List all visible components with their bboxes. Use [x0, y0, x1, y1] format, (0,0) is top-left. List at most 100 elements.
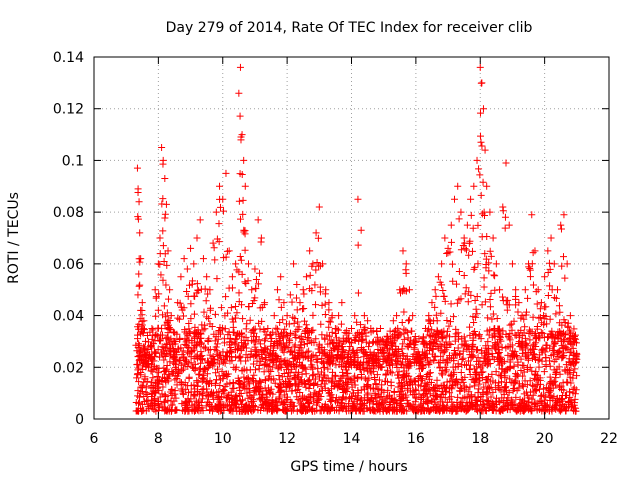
data-point: [316, 283, 324, 291]
data-point: [442, 359, 450, 367]
data-point: [296, 358, 304, 366]
data-point: [296, 299, 304, 307]
data-point: [320, 371, 328, 379]
data-point: [151, 400, 159, 408]
data-point: [509, 398, 517, 406]
data-point: [439, 286, 447, 294]
data-point: [329, 344, 337, 352]
data-point: [431, 386, 439, 394]
data-point: [318, 402, 326, 410]
data-point: [489, 234, 497, 242]
data-point: [353, 318, 361, 326]
data-point: [565, 398, 573, 406]
data-point: [412, 394, 420, 402]
data-point: [515, 338, 523, 346]
data-point: [163, 361, 171, 369]
data-point: [197, 330, 205, 338]
data-point: [228, 357, 236, 365]
data-point: [366, 367, 374, 375]
data-point: [135, 270, 143, 278]
data-point: [343, 374, 351, 382]
data-point: [165, 370, 173, 378]
data-point: [286, 400, 294, 408]
data-point: [506, 334, 514, 342]
data-point: [456, 384, 464, 392]
data-point: [162, 281, 170, 289]
data-point: [159, 227, 167, 235]
data-point: [190, 391, 198, 399]
data-point: [526, 273, 534, 281]
data-point: [279, 380, 287, 388]
data-point: [542, 312, 550, 320]
data-point: [572, 354, 580, 362]
data-point: [170, 352, 178, 360]
data-point: [271, 351, 279, 359]
data-point: [460, 271, 468, 279]
data-point: [485, 259, 493, 267]
data-point: [425, 360, 433, 368]
data-point: [250, 332, 258, 340]
data-point: [479, 105, 487, 113]
data-point: [482, 390, 490, 398]
data-point: [527, 406, 535, 414]
data-point: [384, 349, 392, 357]
data-point: [298, 370, 306, 378]
data-point: [194, 326, 202, 334]
data-point: [474, 221, 482, 229]
data-point: [524, 355, 532, 363]
data-point: [134, 215, 142, 223]
data-point: [302, 370, 310, 378]
data-point: [469, 352, 477, 360]
data-point: [263, 362, 271, 370]
data-point: [446, 333, 454, 341]
data-point: [233, 404, 241, 412]
data-point: [424, 404, 432, 412]
data-point: [448, 406, 456, 414]
data-point: [528, 211, 536, 219]
data-point: [546, 397, 554, 405]
data-point: [219, 387, 227, 395]
data-point: [227, 304, 235, 312]
data-point: [550, 338, 558, 346]
data-point: [496, 406, 504, 414]
data-point: [572, 339, 580, 347]
data-point: [420, 399, 428, 407]
data-point: [374, 405, 382, 413]
data-point: [137, 255, 145, 263]
data-point: [570, 360, 578, 368]
data-point: [236, 378, 244, 386]
data-point: [395, 332, 403, 340]
data-point: [193, 280, 201, 288]
data-point: [167, 325, 175, 333]
data-point: [166, 317, 174, 325]
data-point: [264, 325, 272, 332]
data-point: [427, 332, 435, 340]
data-point: [240, 365, 248, 373]
data-point: [185, 320, 193, 328]
data-point: [417, 365, 425, 373]
data-point: [405, 316, 413, 324]
data-point: [164, 396, 172, 404]
data-point: [317, 393, 325, 401]
data-point: [371, 391, 379, 399]
data-point: [232, 340, 240, 348]
data-point: [446, 377, 454, 385]
data-point: [395, 368, 403, 376]
data-point: [460, 342, 468, 350]
data-point: [387, 335, 395, 343]
data-point: [557, 221, 565, 229]
x-tick-label: 10: [214, 431, 232, 447]
data-point: [497, 337, 505, 345]
data-point: [538, 402, 546, 410]
data-point: [435, 330, 443, 338]
data-point: [555, 363, 563, 371]
y-tick-labels: 0 0.02 0.04 0.06 0.08 0.1 0.12 0.14: [53, 50, 84, 428]
data-point: [552, 294, 560, 302]
data-point: [246, 366, 254, 374]
data-point: [372, 381, 380, 389]
data-point: [220, 387, 228, 395]
data-point: [323, 406, 331, 414]
y-tick-label: 0.14: [53, 50, 84, 66]
data-point: [239, 383, 247, 391]
data-point: [167, 312, 175, 320]
